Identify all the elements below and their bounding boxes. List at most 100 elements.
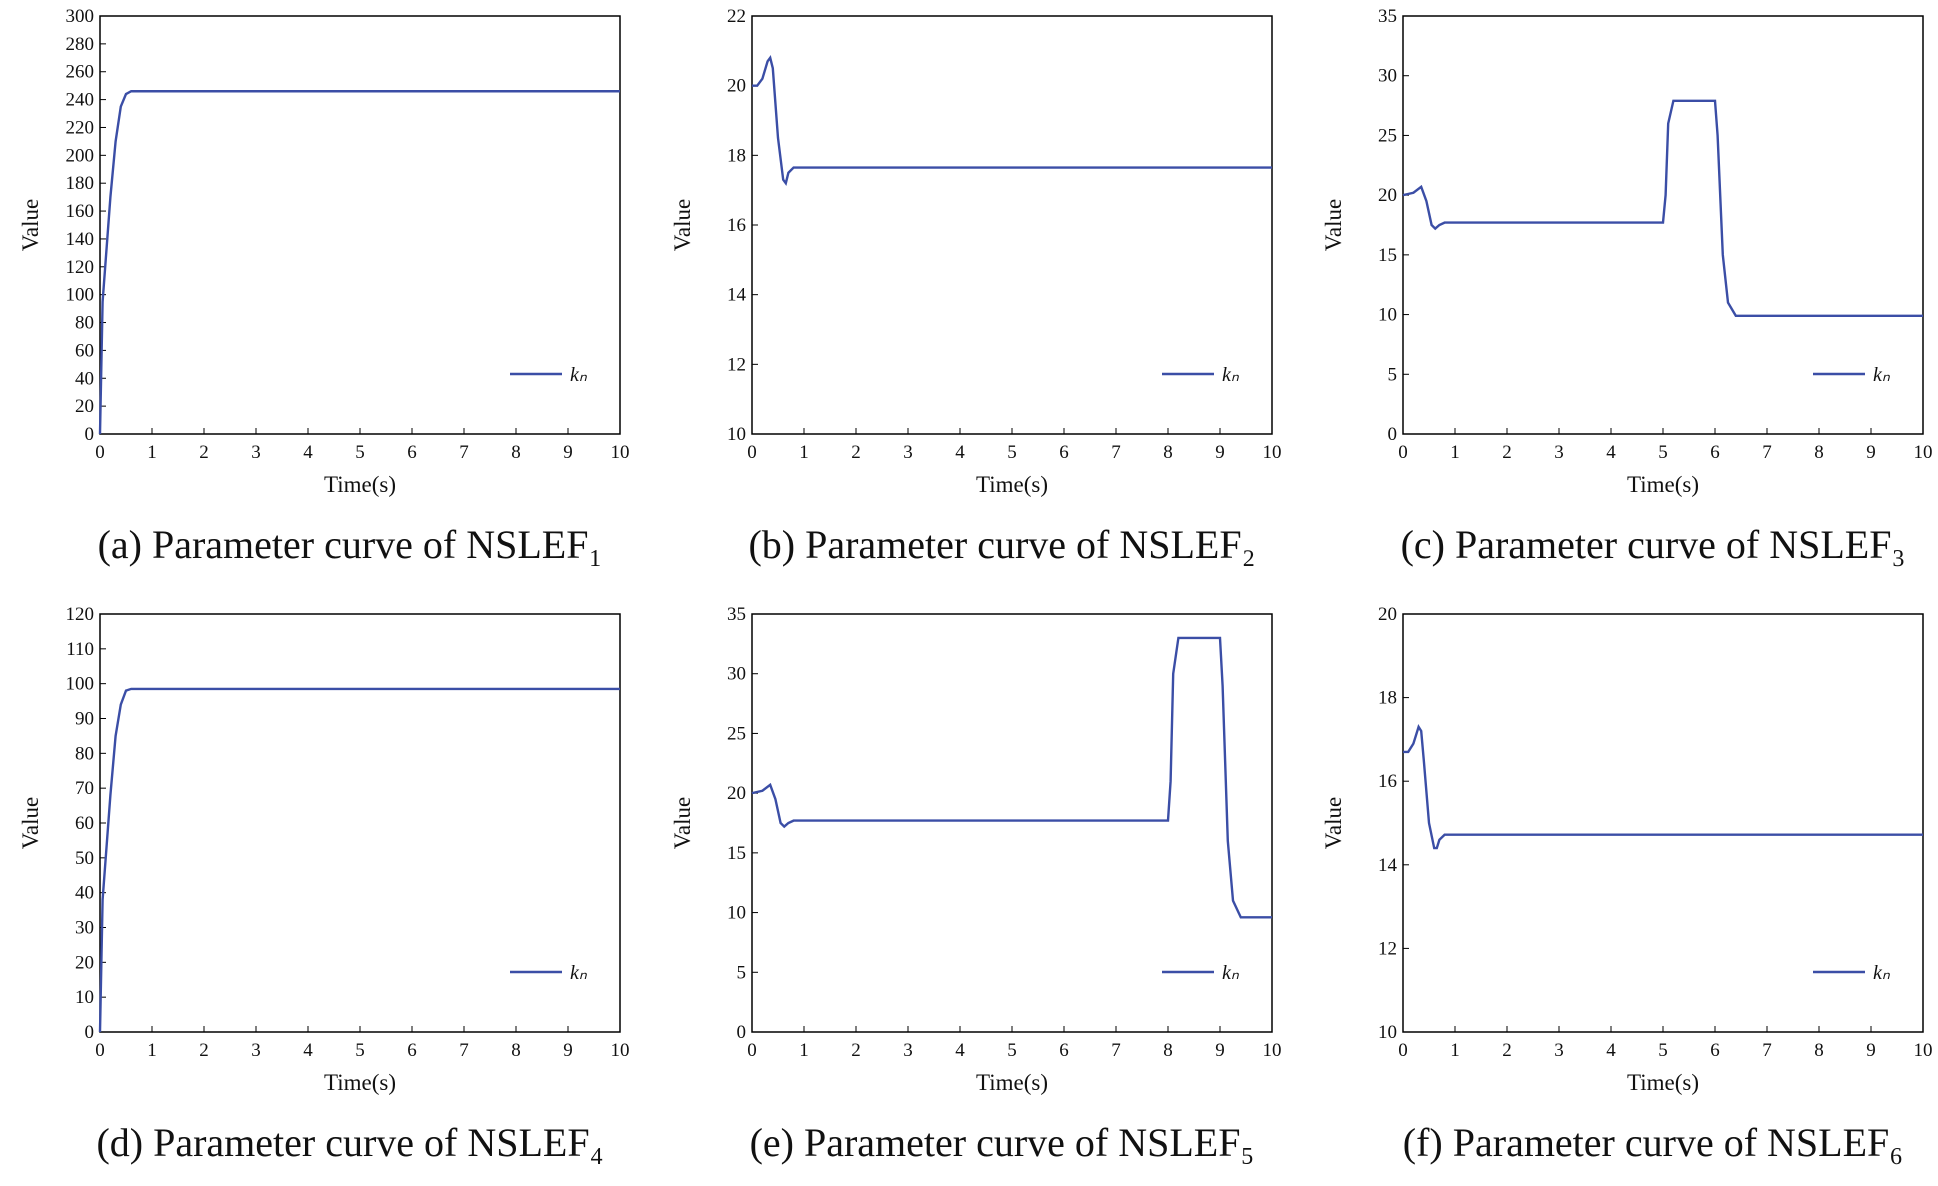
series-line <box>751 636 1272 919</box>
x-axis-label: Time(s) <box>1627 472 1699 497</box>
x-axis-label: Time(s) <box>976 472 1048 497</box>
x-tick-label: 1 <box>1450 442 1460 463</box>
y-tick-label: 100 <box>66 674 95 695</box>
y-tick-label: 120 <box>66 604 95 625</box>
y-tick-label: 40 <box>75 368 94 389</box>
caption: (f) Parameter curve of NSLEF₆ <box>1403 1120 1903 1165</box>
x-tick-label: 8 <box>1814 442 1824 463</box>
y-tick-label: 240 <box>66 90 95 111</box>
series-line <box>98 687 620 1033</box>
plot-frame <box>751 613 1273 1033</box>
x-axis-label: Time(s) <box>324 1070 396 1095</box>
y-tick-label: 20 <box>727 76 746 97</box>
y-tick-label: 90 <box>75 709 94 730</box>
plot-frame <box>1402 613 1924 1033</box>
x-tick-label: 3 <box>251 442 261 463</box>
x-tick-label: 6 <box>407 1040 417 1061</box>
y-tick-label: 0 <box>1388 424 1398 445</box>
x-tick-label: 0 <box>1398 1040 1408 1061</box>
y-tick-label: 10 <box>727 424 746 445</box>
y-tick-label: 0 <box>85 1022 95 1043</box>
x-tick-label: 3 <box>251 1040 261 1061</box>
x-tick-label: 5 <box>1007 1040 1017 1061</box>
y-tick-label: 10 <box>1378 1022 1397 1043</box>
y-tick-label: 14 <box>727 285 747 306</box>
legend-label: kₙ <box>1222 962 1240 984</box>
y-tick-label: 35 <box>1378 6 1397 27</box>
y-tick-label: 220 <box>66 117 95 138</box>
x-tick-label: 0 <box>1398 442 1408 463</box>
x-tick-label: 5 <box>1658 1040 1668 1061</box>
series-line <box>1402 99 1923 317</box>
x-tick-label: 6 <box>1059 1040 1069 1061</box>
y-tick-label: 0 <box>737 1022 747 1043</box>
y-tick-label: 160 <box>66 201 95 222</box>
x-tick-label: 4 <box>955 442 965 463</box>
y-tick-label: 30 <box>1378 66 1397 87</box>
x-tick-label: 5 <box>1007 442 1017 463</box>
x-tick-label: 0 <box>747 1040 757 1061</box>
x-tick-label: 7 <box>459 442 469 463</box>
x-tick-label: 5 <box>355 442 365 463</box>
y-tick-label: 18 <box>1378 688 1397 709</box>
y-tick-label: 5 <box>1388 364 1398 385</box>
y-tick-label: 40 <box>75 883 94 904</box>
subplot: 0 1 2 3 4 5 6 7 8 9 10101214161820Time(s)Value(f) … <box>1321 604 1933 1165</box>
x-tick-label: 8 <box>511 1040 521 1061</box>
y-tick-label: 20 <box>75 396 94 417</box>
caption: (c) Parameter curve of NSLEF₃ <box>1401 522 1906 567</box>
y-tick-label: 15 <box>727 843 746 864</box>
x-tick-label: 1 <box>147 1040 157 1061</box>
y-tick-label: 110 <box>66 639 94 660</box>
x-tick-label: 10 <box>1914 442 1933 463</box>
y-tick-label: 14 <box>1378 855 1398 876</box>
x-tick-label: 0 <box>95 1040 105 1061</box>
x-tick-label: 6 <box>1710 1040 1720 1061</box>
x-tick-label: 1 <box>147 442 157 463</box>
x-tick-label: 4 <box>1606 1040 1616 1061</box>
x-tick-label: 2 <box>199 1040 209 1061</box>
x-tick-label: 1 <box>799 442 809 463</box>
x-tick-label: 4 <box>303 1040 313 1061</box>
subplot: 0 1 2 3 4 5 6 7 8 9 100102030405060708090100110120… <box>18 604 630 1165</box>
y-tick-label: 25 <box>1378 125 1397 146</box>
x-tick-label: 2 <box>851 442 861 463</box>
x-tick-label: 9 <box>563 1040 573 1061</box>
y-axis-label: Value <box>18 199 43 251</box>
y-tick-label: 140 <box>66 229 95 250</box>
x-tick-label: 8 <box>511 442 521 463</box>
legend-label: kₙ <box>570 962 588 984</box>
x-tick-label: 7 <box>1762 442 1772 463</box>
y-tick-label: 12 <box>727 354 746 375</box>
y-tick-label: 25 <box>727 723 746 744</box>
x-axis-label: Time(s) <box>976 1070 1048 1095</box>
x-tick-label: 4 <box>303 442 313 463</box>
x-tick-label: 2 <box>1502 1040 1512 1061</box>
legend-label: kₙ <box>1222 364 1240 386</box>
x-tick-label: 7 <box>1111 442 1121 463</box>
x-tick-label: 6 <box>1710 442 1720 463</box>
y-tick-label: 280 <box>66 34 95 55</box>
y-axis-label: Value <box>670 199 695 251</box>
y-tick-label: 10 <box>1378 305 1397 326</box>
x-tick-label: 9 <box>1215 1040 1225 1061</box>
x-tick-label: 10 <box>1914 1040 1933 1061</box>
series-line <box>1403 723 1923 850</box>
y-tick-label: 260 <box>66 62 95 83</box>
x-tick-label: 9 <box>563 442 573 463</box>
x-tick-label: 8 <box>1163 442 1173 463</box>
x-tick-label: 3 <box>903 1040 913 1061</box>
x-tick-label: 5 <box>1658 442 1668 463</box>
x-tick-label: 9 <box>1215 442 1225 463</box>
x-tick-label: 2 <box>851 1040 861 1061</box>
subplot: 0 1 2 3 4 5 6 7 8 9 100204060801001201401601802002… <box>18 6 630 567</box>
x-tick-label: 10 <box>611 442 630 463</box>
x-tick-label: 8 <box>1814 1040 1824 1061</box>
x-tick-label: 1 <box>799 1040 809 1061</box>
series-line <box>98 90 620 435</box>
x-tick-label: 2 <box>199 442 209 463</box>
y-tick-label: 12 <box>1378 938 1397 959</box>
caption: (e) Parameter curve of NSLEF₅ <box>750 1120 1255 1165</box>
y-tick-label: 10 <box>727 903 746 924</box>
legend-label: kₙ <box>570 364 588 386</box>
